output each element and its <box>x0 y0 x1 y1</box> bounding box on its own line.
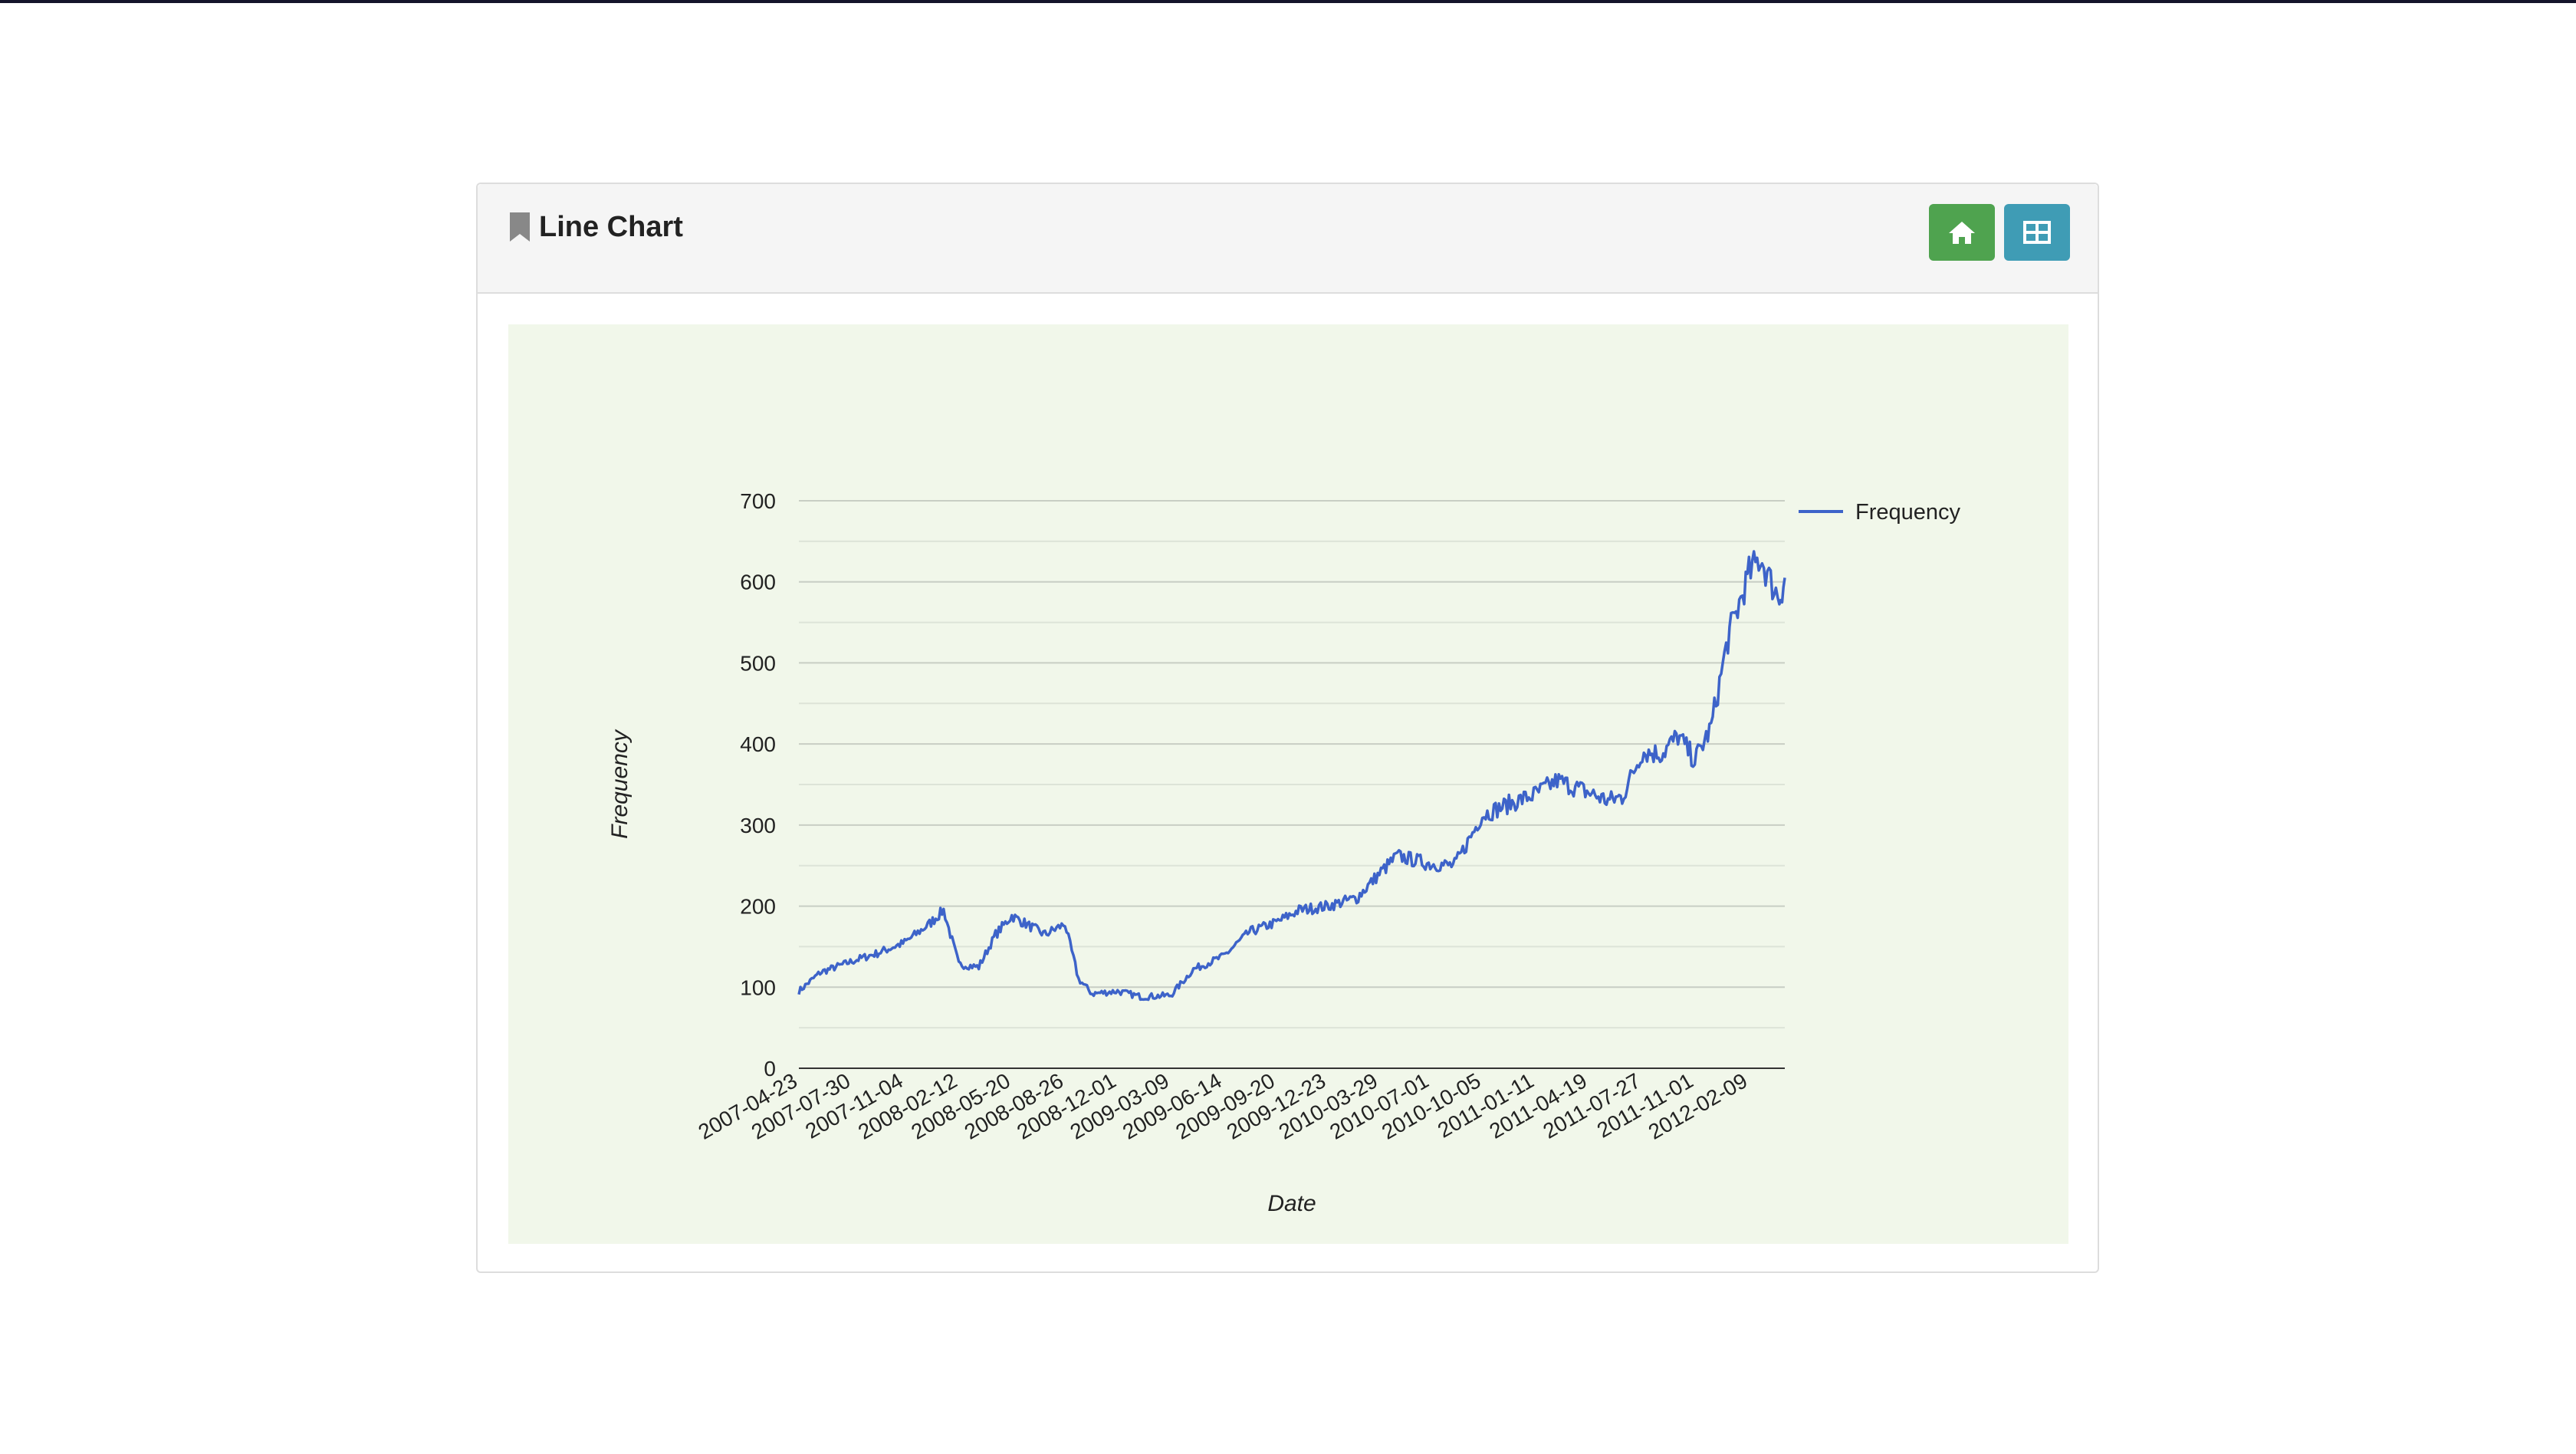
legend-label: Frequency <box>1855 500 1961 525</box>
table-view-button[interactable] <box>2004 204 2070 261</box>
y-tick-label: 600 <box>740 571 776 594</box>
chart-area: 0 100 200 300 400 500 600 700 2007-04-23 2007-07… <box>508 324 2068 1244</box>
grid-lines <box>799 500 1785 1069</box>
y-axis-title: Frequency <box>607 729 632 839</box>
y-tick-label: 0 <box>764 1057 776 1081</box>
table-icon <box>2023 221 2051 244</box>
y-tick-label: 500 <box>740 651 776 675</box>
y-tick-label: 300 <box>740 814 776 837</box>
home-icon <box>1949 222 1975 244</box>
y-tick-label: 400 <box>740 732 776 756</box>
y-tick-label: 200 <box>740 895 776 919</box>
x-axis-title: Date <box>1267 1191 1316 1216</box>
home-button[interactable] <box>1929 204 1995 261</box>
y-tick-label: 700 <box>740 489 776 513</box>
legend: Frequency <box>1799 500 1961 525</box>
panel-title: Line Chart <box>508 206 683 248</box>
x-tick-labels: 2007-04-232007-07-302007-11-042008-02-12… <box>694 1068 1751 1143</box>
chart-panel: Line Chart 0 100 200 300 400 500 600 700 2007-0… <box>476 183 2099 1273</box>
line-chart: 0 100 200 300 400 500 600 700 2007-04-232007-07… <box>607 489 1961 1216</box>
y-tick-labels: 0 100 200 300 400 500 600 700 <box>740 489 776 1081</box>
bookmark-icon <box>510 212 530 242</box>
panel-heading: Line Chart <box>478 184 2098 294</box>
series-line-frequency <box>797 550 1786 1002</box>
y-tick-label: 100 <box>740 975 776 999</box>
window-top-strip <box>0 0 2576 3</box>
panel-title-text: Line Chart <box>539 210 683 243</box>
